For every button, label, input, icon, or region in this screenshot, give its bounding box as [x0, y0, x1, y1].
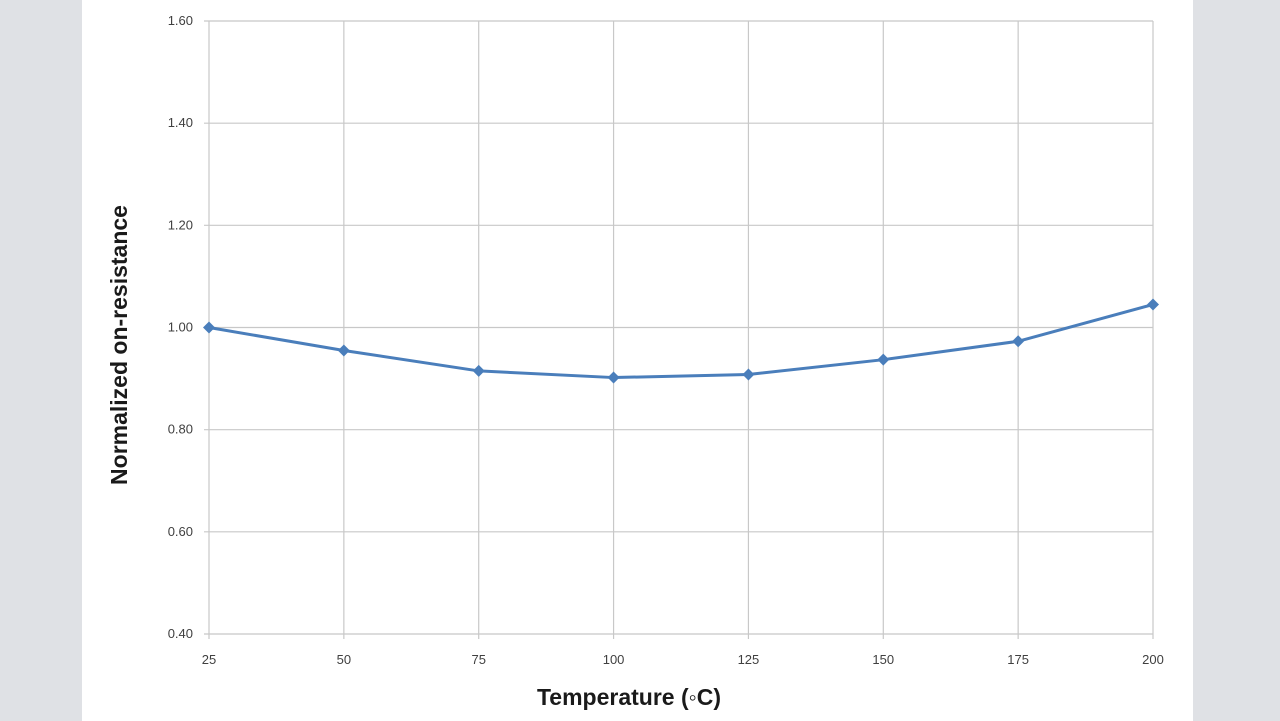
x-tick-label: 200 [1142, 652, 1164, 667]
y-tick-label: 1.40 [168, 115, 193, 130]
data-point-marker [203, 321, 215, 334]
y-tick-label: 1.20 [168, 217, 193, 232]
y-tick-label: 1.00 [168, 320, 193, 335]
x-tick-label: 100 [603, 652, 625, 667]
y-tick-label: 0.40 [168, 626, 193, 641]
y-tick-label: 1.60 [168, 13, 193, 28]
chart-background [82, 0, 1193, 721]
y-axis-title: Normalized on-resistance [106, 205, 132, 485]
gridlines [204, 20, 1154, 639]
x-tick-label: 175 [1007, 652, 1029, 667]
data-point-marker [1147, 298, 1159, 311]
data-point-marker [472, 364, 485, 377]
data-point-marker [337, 344, 350, 357]
data-point-marker [607, 371, 620, 384]
y-tick-label: 0.60 [168, 524, 193, 539]
x-tick-label: 25 [202, 652, 216, 667]
data-point-marker [1012, 335, 1025, 348]
x-axis-ticks: 25 50 75 100 125 150 175 200 [202, 652, 1164, 667]
x-tick-label: 125 [738, 652, 760, 667]
y-axis-ticks: 0.40 0.60 0.80 1.00 1.20 1.40 1.60 [168, 13, 193, 641]
series-line [208, 303, 1154, 380]
y-tick-label: 0.80 [168, 422, 193, 437]
data-point-marker [877, 353, 890, 366]
x-axis-title: Temperature (◦C) [537, 684, 721, 710]
x-tick-label: 50 [337, 652, 351, 667]
x-tick-label: 150 [872, 652, 894, 667]
x-tick-label: 75 [471, 652, 485, 667]
data-point-marker [742, 368, 755, 381]
data-series [203, 298, 1159, 384]
